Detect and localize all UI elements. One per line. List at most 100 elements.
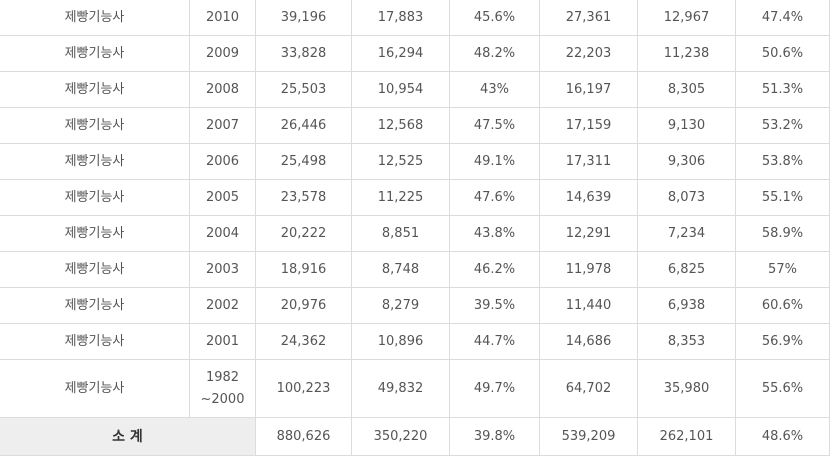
table-row-1982-2000: 제빵기능사 1982 ~2000 100,223 49,832 49.7% 64…: [0, 359, 830, 418]
table-row-total: 소 계 880,626 350,220 39.8% 539,209 262,10…: [0, 417, 830, 456]
cell-value-6: 53.2%: [735, 107, 830, 144]
cell-name: 제빵기능사: [0, 71, 190, 108]
cell-value-1: 20,976: [255, 287, 352, 324]
cell-value-6: 56.9%: [735, 323, 830, 360]
total-label: 소 계: [0, 417, 256, 456]
cell-value-4: 11,978: [539, 251, 638, 288]
cell-value-5: 8,353: [637, 323, 736, 360]
table-row: 제빵기능사 2006 25,498 12,525 49.1% 17,311 9,306 53.…: [0, 143, 830, 180]
cell-value-5: 7,234: [637, 215, 736, 252]
cell-value-2: 12,525: [351, 143, 450, 180]
cell-value-5: 11,238: [637, 35, 736, 72]
cell-value-2: 8,748: [351, 251, 450, 288]
cell-value-1: 33,828: [255, 35, 352, 72]
table-row: 제빵기능사 2008 25,503 10,954 43% 16,197 8,305 51.3%: [0, 71, 830, 108]
cell-name: 제빵기능사: [0, 107, 190, 144]
total-value-2: 350,220: [351, 417, 450, 456]
cell-value-5: 6,825: [637, 251, 736, 288]
cell-value-2: 16,294: [351, 35, 450, 72]
cell-value-3: 49.1%: [449, 143, 540, 180]
table-row: 제빵기능사 2004 20,222 8,851 43.8% 12,291 7,234 58.9…: [0, 215, 830, 252]
table-row: 제빵기능사 2003 18,916 8,748 46.2% 11,978 6,825 57%: [0, 251, 830, 288]
cell-value-2: 10,954: [351, 71, 450, 108]
cell-value-5: 9,306: [637, 143, 736, 180]
cell-value-2: 8,851: [351, 215, 450, 252]
cell-year: 2008: [189, 71, 256, 108]
table-row: 제빵기능사 2009 33,828 16,294 48.2% 22,203 11,238 50…: [0, 35, 830, 72]
cell-year-line2: ~2000: [200, 391, 245, 407]
total-value-5: 262,101: [637, 417, 736, 456]
cell-name: 제빵기능사: [0, 0, 190, 36]
total-value-6: 48.6%: [735, 417, 830, 456]
cell-value-1: 18,916: [255, 251, 352, 288]
cell-value-5: 35,980: [637, 359, 736, 418]
cell-name: 제빵기능사: [0, 35, 190, 72]
cell-value-4: 64,702: [539, 359, 638, 418]
cell-value-3: 43%: [449, 71, 540, 108]
cell-value-1: 23,578: [255, 179, 352, 216]
cell-value-4: 14,686: [539, 323, 638, 360]
cell-value-3: 39.5%: [449, 287, 540, 324]
table-row: 제빵기능사 2007 26,446 12,568 47.5% 17,159 9,130 53.…: [0, 107, 830, 144]
cell-name: 제빵기능사: [0, 215, 190, 252]
cell-name: 제빵기능사: [0, 251, 190, 288]
total-value-1: 880,626: [255, 417, 352, 456]
cell-value-4: 16,197: [539, 71, 638, 108]
cell-value-4: 12,291: [539, 215, 638, 252]
cell-value-6: 57%: [735, 251, 830, 288]
cell-value-2: 8,279: [351, 287, 450, 324]
cell-value-5: 12,967: [637, 0, 736, 36]
cell-year: 2006: [189, 143, 256, 180]
cell-year: 2002: [189, 287, 256, 324]
cell-year-line1: 1982: [205, 369, 240, 385]
cell-year: 2004: [189, 215, 256, 252]
cell-value-3: 43.8%: [449, 215, 540, 252]
cell-value-6: 51.3%: [735, 71, 830, 108]
cell-value-1: 24,362: [255, 323, 352, 360]
table-row: 제빵기능사 2005 23,578 11,225 47.6% 14,639 8,073 55.…: [0, 179, 830, 216]
total-value-3: 39.8%: [449, 417, 540, 456]
cell-value-1: 39,196: [255, 0, 352, 36]
cell-value-4: 14,639: [539, 179, 638, 216]
cell-value-4: 22,203: [539, 35, 638, 72]
cell-name: 제빵기능사: [0, 287, 190, 324]
table-row: 제빵기능사 2001 24,362 10,896 44.7% 14,686 8,353 56.…: [0, 323, 830, 360]
cell-value-5: 9,130: [637, 107, 736, 144]
cell-value-4: 11,440: [539, 287, 638, 324]
cell-value-6: 60.6%: [735, 287, 830, 324]
cell-value-5: 6,938: [637, 287, 736, 324]
cell-year: 2003: [189, 251, 256, 288]
cell-name: 제빵기능사: [0, 359, 190, 418]
cell-value-3: 47.6%: [449, 179, 540, 216]
cell-value-2: 12,568: [351, 107, 450, 144]
cell-value-3: 44.7%: [449, 323, 540, 360]
cell-year: 2010: [189, 0, 256, 36]
cell-value-3: 46.2%: [449, 251, 540, 288]
cell-value-2: 49,832: [351, 359, 450, 418]
cell-value-6: 55.1%: [735, 179, 830, 216]
cell-value-4: 17,159: [539, 107, 638, 144]
cell-value-1: 100,223: [255, 359, 352, 418]
cell-value-1: 26,446: [255, 107, 352, 144]
cell-year: 2009: [189, 35, 256, 72]
total-value-4: 539,209: [539, 417, 638, 456]
table-row: 제빵기능사 2002 20,976 8,279 39.5% 11,440 6,938 60.6…: [0, 287, 830, 324]
cell-value-3: 49.7%: [449, 359, 540, 418]
cell-year: 2005: [189, 179, 256, 216]
cell-value-1: 20,222: [255, 215, 352, 252]
cell-name: 제빵기능사: [0, 143, 190, 180]
cell-value-5: 8,305: [637, 71, 736, 108]
table-row: 제빵기능사 2010 39,196 17,883 45.6% 27,361 12,967 47…: [0, 0, 830, 36]
cell-value-1: 25,498: [255, 143, 352, 180]
cell-name: 제빵기능사: [0, 179, 190, 216]
cell-year: 2001: [189, 323, 256, 360]
cell-value-3: 48.2%: [449, 35, 540, 72]
cell-value-3: 47.5%: [449, 107, 540, 144]
cell-value-3: 45.6%: [449, 0, 540, 36]
cell-value-5: 8,073: [637, 179, 736, 216]
cell-value-4: 27,361: [539, 0, 638, 36]
cell-name: 제빵기능사: [0, 323, 190, 360]
cell-value-6: 47.4%: [735, 0, 830, 36]
